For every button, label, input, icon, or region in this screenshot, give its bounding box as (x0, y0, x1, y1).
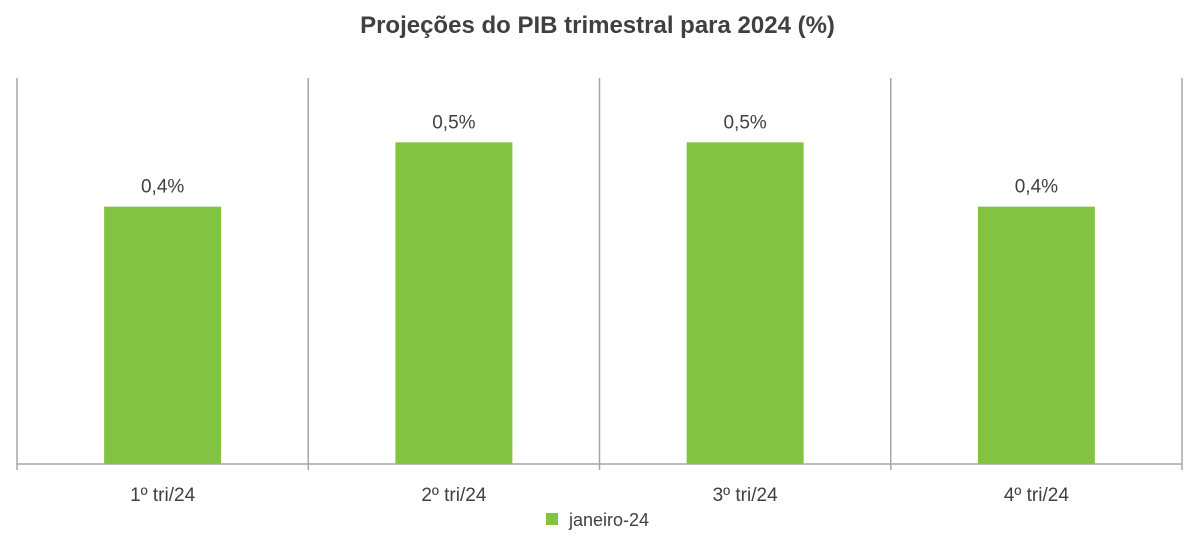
x-tick-label: 1º tri/24 (130, 485, 195, 506)
data-label: 0,5% (432, 112, 475, 133)
x-tick-label: 3º tri/24 (713, 485, 778, 506)
legend: janeiro-24 (0, 510, 1195, 531)
bar (104, 206, 222, 464)
data-label: 0,5% (723, 112, 766, 133)
data-label: 0,4% (1015, 177, 1058, 198)
bar (977, 206, 1095, 464)
data-label: 0,4% (141, 177, 184, 198)
x-tick-label: 4º tri/24 (1004, 485, 1069, 506)
x-tick-label: 2º tri/24 (421, 485, 486, 506)
bar (686, 142, 804, 465)
bar (395, 142, 513, 465)
legend-swatch (545, 513, 558, 526)
legend-label: janeiro-24 (568, 510, 650, 530)
chart-title: Projeções do PIB trimestral para 2024 (%… (360, 12, 835, 39)
